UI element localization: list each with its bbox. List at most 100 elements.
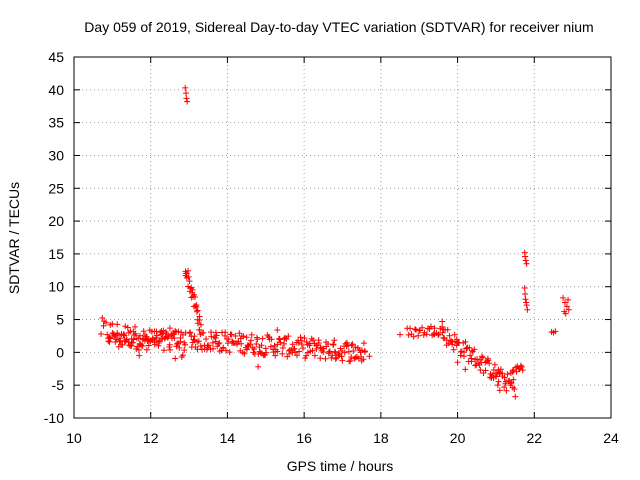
data-point [297,334,304,341]
data-point [205,342,212,349]
data-point [119,341,126,348]
data-point [132,330,139,337]
data-point [565,306,572,313]
data-point [518,363,525,370]
data-point [200,329,207,336]
data-point [292,349,299,356]
data-point [124,324,131,331]
data-point [496,387,503,394]
data-point [179,352,186,359]
data-point [114,329,121,336]
data-point [320,349,327,356]
data-point [411,326,418,333]
data-point [185,267,192,274]
data-point [460,353,467,360]
data-point [524,306,531,313]
data-point [522,296,529,303]
data-point [501,384,508,391]
data-point [435,331,442,338]
data-point [331,348,338,355]
data-point [522,253,529,260]
data-point [511,385,518,392]
data-point [247,337,254,344]
data-point [186,278,193,285]
data-point [226,349,233,356]
data-point [187,329,194,336]
data-point [135,346,142,353]
data-point [160,347,167,354]
data-point [477,366,484,373]
chart-title: Day 059 of 2019, Sidereal Day-to-day VTE… [84,19,593,35]
data-point [160,327,167,334]
data-point [131,332,138,339]
data-point [191,333,198,340]
data-point [259,335,266,342]
data-point [317,355,324,362]
data-point [151,328,158,335]
data-point [136,332,143,339]
data-point [99,314,106,321]
data-point [451,331,458,338]
data-point [175,328,182,335]
data-point [186,330,193,337]
data-point [462,338,469,345]
data-point [166,325,173,332]
data-point [303,352,310,359]
data-point [241,350,248,357]
ticks [73,56,612,419]
data-point [282,334,289,341]
data-point [352,354,359,361]
data-point [209,345,216,352]
data-point [196,313,203,320]
data-point [468,358,475,365]
data-point [274,341,281,348]
data-point [222,347,229,354]
data-point [237,347,244,354]
data-point [341,349,348,356]
data-point [140,328,147,335]
data-point [225,336,232,343]
data-point [512,393,519,400]
data-point [120,330,127,337]
data-point [339,357,346,364]
data-point [565,296,572,303]
data-point [486,360,493,367]
data-point [343,339,350,346]
data-point [301,334,308,341]
y-tick-label: 40 [48,82,64,98]
data-point [300,345,307,352]
data-point [326,349,333,356]
data-point [185,273,192,280]
data-point [522,257,529,264]
data-point [435,332,442,339]
data-point [497,366,504,373]
data-point [366,353,373,360]
data-point [193,308,200,315]
data-point [560,294,567,301]
data-point [405,331,412,338]
data-point [345,348,352,355]
data-point [523,260,530,267]
data-point [348,342,355,349]
data-point [521,285,528,292]
data-point [156,337,163,344]
data-point [258,350,265,357]
data-point [100,322,107,329]
data-point [117,337,124,344]
data-point [291,345,298,352]
y-tick-label: 30 [48,147,64,163]
data-point [184,98,191,105]
data-point [501,374,508,381]
data-point [446,332,453,339]
data-point [325,340,332,347]
data-point [102,319,109,326]
data-point [508,380,515,387]
data-point [139,343,146,350]
data-point [293,352,300,359]
data-point [172,327,179,334]
data-point [412,326,419,333]
data-point [494,382,501,389]
data-point [467,352,474,359]
data-point [172,355,179,362]
data-point [348,353,355,360]
